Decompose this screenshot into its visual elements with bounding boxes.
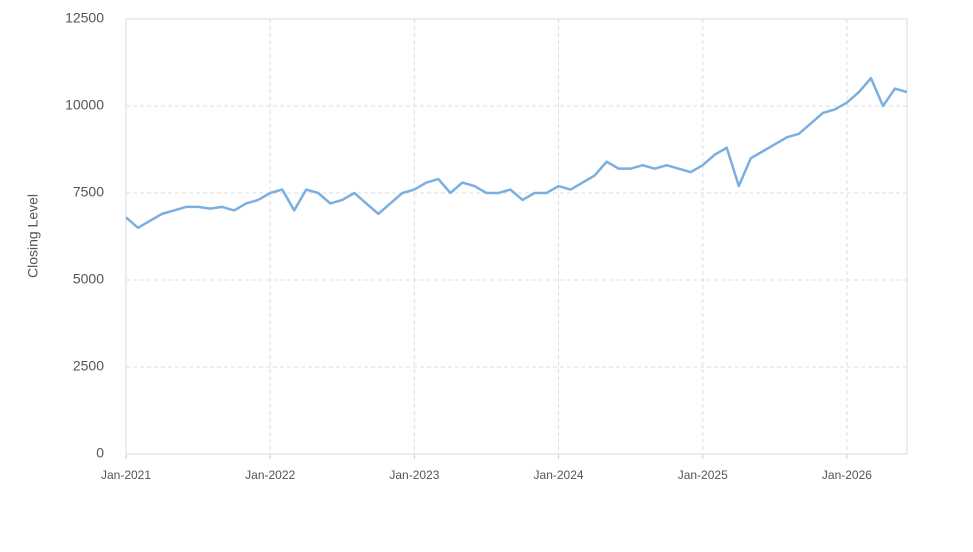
line	[125, 76, 908, 230]
x-tick-label: Jan-2021	[101, 468, 151, 482]
plot-frame	[125, 18, 908, 455]
x-tick-label: Jan-2025	[678, 468, 728, 482]
y-tick-label: 7500	[73, 184, 104, 200]
y-axis-label: Closing Level	[25, 194, 41, 278]
x-tick-label: Jan-2023	[389, 468, 439, 482]
y-tick-label: 2500	[73, 358, 104, 374]
x-tick-label: Jan-2026	[822, 468, 872, 482]
y-tick-label: 5000	[73, 271, 104, 287]
y-tick-label: 12500	[65, 10, 104, 26]
x-tick-label: Jan-2022	[245, 468, 295, 482]
x-tick-label: Jan-2024	[534, 468, 584, 482]
y-tick-label: 0	[96, 445, 104, 461]
y-tick-label: 10000	[65, 97, 104, 113]
